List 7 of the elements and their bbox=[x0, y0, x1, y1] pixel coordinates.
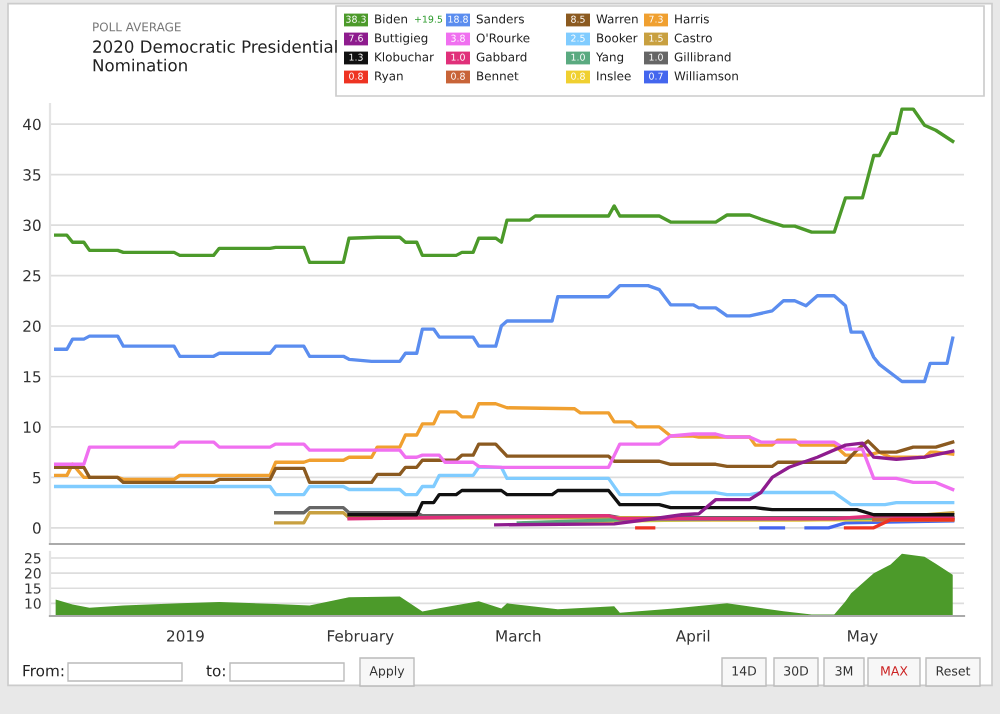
line-series bbox=[53, 283, 955, 384]
line-series bbox=[53, 402, 955, 482]
line-series bbox=[494, 441, 955, 527]
chart-title: 2020 Democratic Presidential Nomination bbox=[93, 40, 337, 72]
line-series bbox=[53, 465, 955, 507]
line-series bbox=[53, 107, 955, 265]
line-series bbox=[347, 488, 955, 517]
